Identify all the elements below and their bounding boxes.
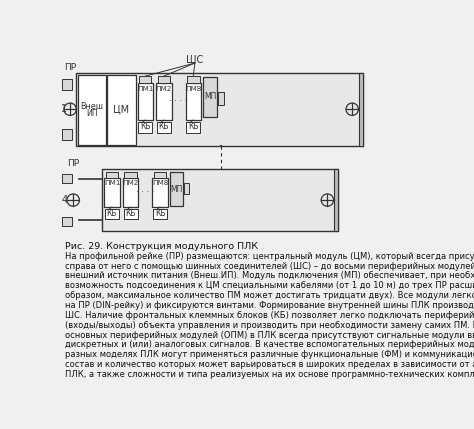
Text: · · · ·: · · · · (136, 188, 155, 197)
Text: КБ: КБ (140, 122, 151, 131)
Bar (139, 76, 152, 83)
Bar (63, 174, 72, 183)
Text: на ПР (DIN-рейку) и фиксируются винтами. Формирование внутренней шины ПЛК произв: на ПР (DIN-рейку) и фиксируются винтами.… (65, 301, 474, 310)
Bar (63, 217, 72, 226)
Text: 1: 1 (61, 104, 67, 114)
Text: ПМ1: ПМ1 (104, 180, 120, 186)
Text: возможность подсоединения к ЦМ специальными кабелями (от 1 до 10 м) до трех ПР р: возможность подсоединения к ЦМ специальн… (65, 281, 474, 290)
Text: разных моделях ПЛК могут применяться различные функциональные (ФМ) и коммуникаци: разных моделях ПЛК могут применяться раз… (65, 350, 474, 359)
Text: МП: МП (204, 92, 217, 101)
Bar (107, 75, 136, 145)
Text: ПМ2: ПМ2 (155, 86, 172, 92)
Text: справа от него с помощью шинных соединителей (ШС) – до восьми периферийных модул: справа от него с помощью шинных соединит… (65, 262, 474, 271)
Bar (124, 172, 137, 178)
Text: 4: 4 (62, 195, 68, 205)
Text: КБ: КБ (125, 208, 136, 218)
Bar (186, 121, 201, 133)
Bar (106, 172, 118, 178)
Bar (123, 178, 138, 207)
Bar (63, 79, 72, 90)
Bar (170, 172, 183, 206)
Bar (154, 172, 166, 178)
Text: ЦМ: ЦМ (113, 104, 129, 114)
Text: · · · ·: · · · · (169, 97, 188, 106)
Text: ШС: ШС (186, 55, 203, 65)
Text: На профильной рейке (ПР) размещаются: центральный модуль (ЦМ), который всегда пр: На профильной рейке (ПР) размещаются: це… (65, 252, 474, 261)
Bar (76, 73, 363, 146)
Text: ПР: ПР (67, 160, 79, 169)
Text: состав и количество которых может варьироваться в широких пределах в зависимости: состав и количество которых может варьир… (65, 360, 474, 369)
Text: внешний источник питания (Внеш.ИП). Модуль подключения (МП) обеспечивает, при не: внешний источник питания (Внеш.ИП). Моду… (65, 272, 474, 281)
Bar (138, 121, 152, 133)
Bar (184, 183, 190, 194)
Bar (334, 169, 338, 231)
Text: ПР: ПР (64, 63, 76, 72)
Text: ШС. Наличие фронтальных клеммных блоков (КБ) позволяет легко подключать перифери: ШС. Наличие фронтальных клеммных блоков … (65, 311, 474, 320)
Bar (63, 129, 72, 140)
Text: КБ: КБ (188, 122, 199, 131)
Text: основных периферийных модулей (ОПМ) в ПЛК всегда присутствуют сигнальные модули : основных периферийных модулей (ОПМ) в ПЛ… (65, 330, 474, 339)
Bar (78, 75, 106, 145)
Bar (152, 178, 168, 207)
Bar (153, 208, 167, 218)
Text: дискретных и (или) аналоговых сигналов. В качестве вспомогательных периферийных : дискретных и (или) аналоговых сигналов. … (65, 340, 474, 349)
Bar (102, 169, 338, 231)
Text: (входы/выходы) объекта управления и производить при необходимости замену самих П: (входы/выходы) объекта управления и прои… (65, 320, 474, 329)
Bar (105, 208, 119, 218)
Bar (187, 76, 200, 83)
Text: ПМ8: ПМ8 (152, 180, 168, 186)
Bar (218, 92, 224, 105)
Text: ПМ2: ПМ2 (122, 180, 139, 186)
Bar (156, 83, 172, 120)
Bar (186, 83, 201, 120)
Text: ПЛК, а также сложности и типа реализуемых на их основе программно-технических ко: ПЛК, а также сложности и типа реализуемы… (65, 370, 474, 379)
Bar (203, 77, 218, 117)
Bar (158, 76, 170, 83)
Bar (104, 178, 120, 207)
Text: Рис. 29. Конструкция модульного ПЛК: Рис. 29. Конструкция модульного ПЛК (65, 242, 258, 251)
Bar (359, 73, 363, 146)
Text: КБ: КБ (159, 122, 169, 131)
Bar (124, 208, 137, 218)
Text: ПМ1: ПМ1 (137, 86, 154, 92)
Text: ИП: ИП (86, 109, 98, 118)
Bar (137, 83, 153, 120)
Text: КБ: КБ (107, 208, 117, 218)
Text: МП: МП (170, 185, 182, 194)
Text: КБ: КБ (155, 208, 165, 218)
Bar (219, 145, 221, 146)
Text: Внеш: Внеш (80, 102, 103, 111)
Text: ПМ8: ПМ8 (185, 86, 201, 92)
Text: образом, максимальное количество ПМ может достигать тридцати двух). Все модули л: образом, максимальное количество ПМ може… (65, 291, 474, 300)
Bar (157, 121, 171, 133)
